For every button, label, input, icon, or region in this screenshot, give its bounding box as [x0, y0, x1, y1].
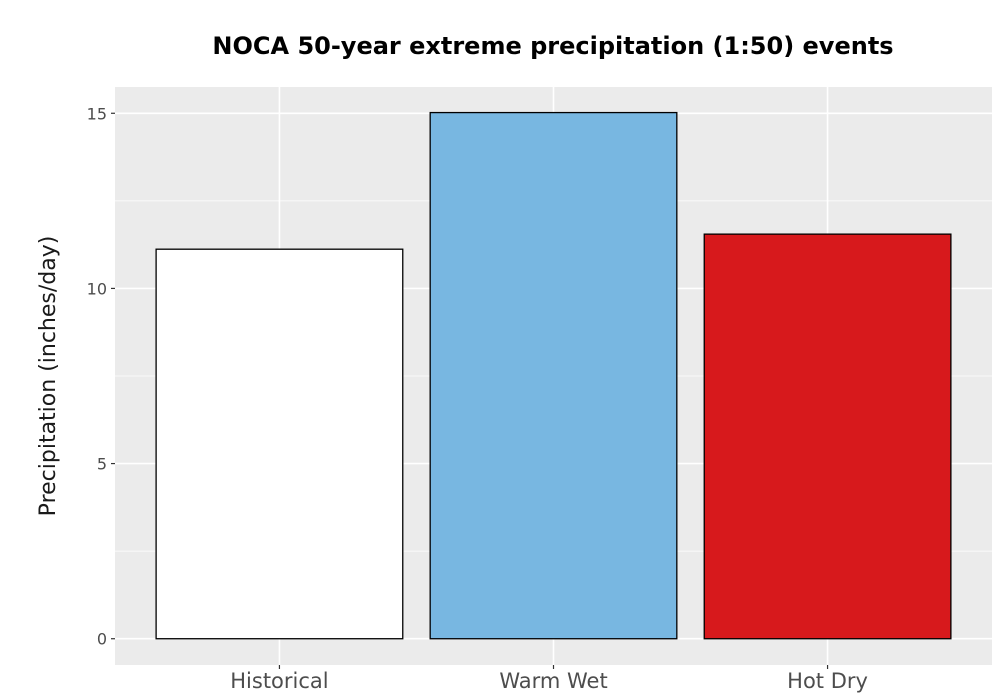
y-tick-label: 0	[97, 630, 107, 649]
x-tick-label: Warm Wet	[499, 669, 607, 693]
x-axis: Historical Warm Wet Hot Dry	[230, 665, 868, 693]
y-tick-label: 15	[87, 104, 107, 123]
bars	[155, 111, 952, 640]
x-tick-label: Hot Dry	[787, 669, 868, 693]
bar-warm-wet	[429, 111, 678, 640]
y-axis-label: Precipitation (inches/day)	[36, 236, 61, 517]
bar-hot-dry	[703, 233, 952, 640]
x-tick-label: Historical	[230, 669, 328, 693]
bar-historical	[155, 248, 404, 640]
y-tick-label: 5	[97, 455, 107, 474]
chart-title: NOCA 50-year extreme precipitation (1:50…	[212, 32, 893, 60]
y-tick-label: 10	[87, 279, 107, 298]
y-axis: 0 5 10 15	[87, 104, 115, 649]
